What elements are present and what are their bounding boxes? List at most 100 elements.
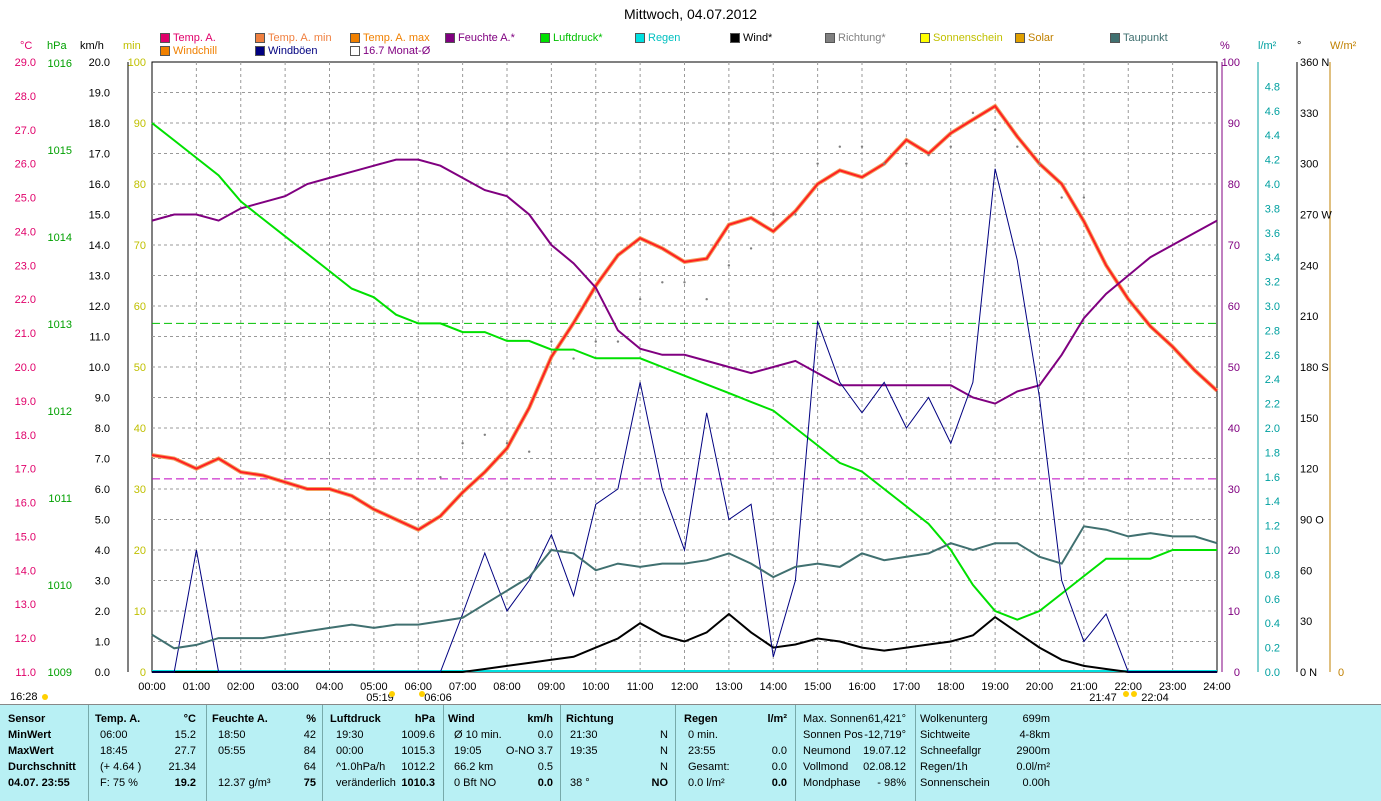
direction-tick-label: 150 <box>1300 413 1318 425</box>
minutes-tick-label: 90 <box>134 118 146 130</box>
direction-point <box>705 298 708 301</box>
wind-value: 0.5 <box>537 761 553 773</box>
minutes-tick-label: 60 <box>134 301 146 313</box>
astro-value: -12,719° <box>864 729 906 741</box>
legend-label: Feuchte A.* <box>458 32 515 44</box>
legend-label: Wind* <box>743 32 773 44</box>
series-line-taupunkt <box>151 525 1218 650</box>
humidity-tick-label: 30 <box>1228 484 1240 496</box>
wind-tick-label: 10.0 <box>89 362 110 374</box>
legend-swatch <box>255 46 265 56</box>
weather-chart: 29.0 28.0 27.0 26.0 25.0 24.0 23.0 22.0 21.0 20.0… <box>10 57 1344 704</box>
wind-value: 0.0 <box>537 777 553 789</box>
direction-tick-label: 360 N <box>1300 57 1329 69</box>
legend-label: Regen <box>648 32 681 44</box>
direction-tick-label: 330 <box>1300 108 1318 120</box>
humidity-tick-label: 90 <box>1228 118 1240 130</box>
time-tick-label: 09:00 <box>538 681 566 693</box>
rain-tick-label: 1.4 <box>1265 496 1280 508</box>
legend-swatch <box>730 33 740 43</box>
series-line-luftdruck <box>151 122 1217 621</box>
legend-item: Temp. A. min <box>255 32 332 44</box>
rain-tick-label: 3.8 <box>1265 203 1280 215</box>
legend-swatch <box>635 33 645 43</box>
direction-tick-label: 210 <box>1300 311 1318 323</box>
row-label: MinWert <box>8 729 52 741</box>
rain-tick-label: 2.2 <box>1265 399 1280 411</box>
rain-tick-label: 3.0 <box>1265 301 1280 313</box>
direction-point <box>483 433 487 436</box>
weather-value: 699m <box>1022 713 1050 725</box>
humidity-tick-label: 60 <box>1228 301 1240 313</box>
legend-swatch <box>445 33 455 43</box>
rain-value: 0.0 <box>771 761 787 773</box>
legend-label: Temp. A. min <box>268 32 332 44</box>
humidity-value: 64 <box>303 761 316 773</box>
time-tick-label: 03:00 <box>271 681 299 693</box>
rain-tick-label: 4.8 <box>1265 81 1280 93</box>
pressure-value: 1012.2 <box>401 761 435 773</box>
direction-point <box>927 153 930 157</box>
wind-value: 0.0 <box>537 729 553 741</box>
legend-label: Luftdruck* <box>553 32 603 44</box>
rain-label: 0 min. <box>688 729 718 741</box>
row-label: MaxWert <box>8 745 54 757</box>
temp-tick-label: 12.0 <box>15 633 36 645</box>
astro-value: 02.08.12 <box>863 761 906 773</box>
time-tick-label: 11:00 <box>627 681 654 693</box>
direction-point <box>572 357 575 360</box>
axis-unit-direction: ° <box>1297 40 1302 52</box>
table-divider <box>88 705 89 801</box>
legend-label: Taupunkt <box>1123 32 1168 44</box>
sun-marker <box>42 694 48 700</box>
legend-label: Richtung* <box>838 32 886 44</box>
axis-unit-humidity: % <box>1220 40 1230 52</box>
legend-label: Windböen <box>268 45 318 57</box>
direction-point <box>905 162 908 165</box>
time-tick-label: 14:00 <box>759 681 787 693</box>
rain-tick-label: 1.2 <box>1265 521 1280 533</box>
minutes-tick-label: 50 <box>134 362 146 374</box>
weather-value: 4-8km <box>1019 729 1050 741</box>
rain-tick-label: 0.8 <box>1265 569 1280 581</box>
table-divider <box>322 705 323 801</box>
table-divider <box>795 705 796 801</box>
weather-label: Wolkenunterg <box>920 713 988 725</box>
solar-tick-label: 0 <box>1338 667 1344 679</box>
temp-time: F: 75 % <box>100 777 138 789</box>
direction-point <box>638 298 642 301</box>
humidity-time: 12.37 g/m³ <box>218 777 271 789</box>
legend-swatch <box>160 46 170 56</box>
sun-event-label: 05:19 <box>366 692 394 704</box>
direction-point <box>550 340 553 343</box>
temp-tick-label: 22.0 <box>15 294 36 306</box>
wind-tick-label: 2.0 <box>95 606 110 618</box>
wind-label: 66.2 km <box>454 761 494 773</box>
rain-value: 0.0 <box>771 777 787 789</box>
wind-tick-label: 0.0 <box>95 667 110 679</box>
minutes-tick-label: 100 <box>128 57 146 69</box>
temp-tick-label: 15.0 <box>15 531 36 543</box>
header-wind: Wind <box>448 713 475 725</box>
pressure-value: 1009.6 <box>401 729 435 741</box>
wind-tick-label: 11.0 <box>89 332 110 344</box>
rain-label: 0.0 l/m² <box>688 777 725 789</box>
axis-unit-min: min <box>123 40 141 52</box>
direction-tick-label: 0 N <box>1300 667 1317 679</box>
pressure-time: 19:30 <box>336 729 364 741</box>
legend-label: Windchill <box>173 45 218 57</box>
temp-value: 19.2 <box>174 777 196 789</box>
pressure-tick-label: 1013 <box>48 319 72 331</box>
rain-tick-label: 3.4 <box>1265 252 1280 264</box>
rain-tick-label: 0.4 <box>1265 618 1280 630</box>
humidity-tick-label: 100 <box>1222 57 1240 69</box>
header-pressure-unit: hPa <box>414 713 435 725</box>
temp-tick-label: 25.0 <box>15 193 36 205</box>
time-tick-label: 22:00 <box>1114 681 1142 693</box>
time-tick-label: 00:00 <box>138 681 166 693</box>
legend-swatch <box>350 33 360 43</box>
wind-tick-label: 20.0 <box>89 57 110 69</box>
legend-swatch <box>350 46 360 56</box>
legend: Temp. A. Temp. A. min Temp. A. max Feuchte … <box>0 0 1381 60</box>
pressure-tick-label: 1012 <box>48 406 72 418</box>
